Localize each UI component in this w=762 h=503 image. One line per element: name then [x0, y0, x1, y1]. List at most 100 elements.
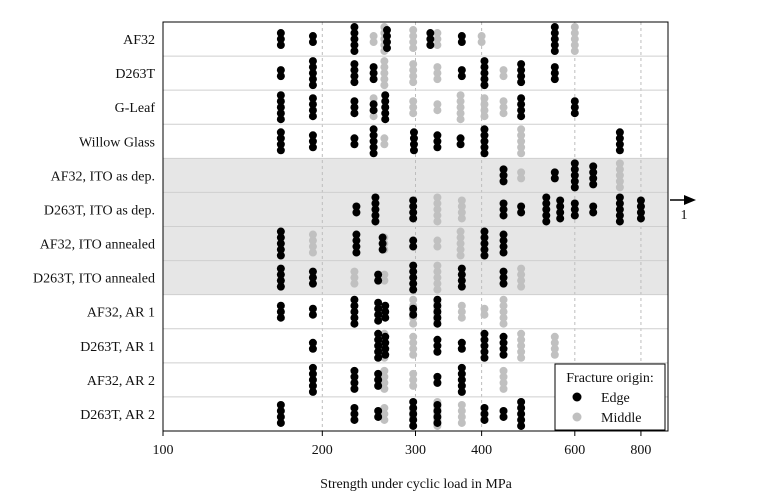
data-point-edge	[457, 338, 466, 347]
data-point-middle	[433, 211, 442, 220]
data-point-middle	[517, 131, 526, 140]
data-point-middle	[433, 75, 442, 84]
data-point-edge	[350, 109, 359, 118]
data-point-middle	[380, 384, 389, 393]
legend-edge-label: Edge	[601, 391, 630, 406]
data-point-middle	[380, 276, 389, 285]
data-point-edge	[480, 245, 489, 254]
data-point-edge	[480, 239, 489, 248]
x-tick-label: 400	[471, 443, 492, 458]
data-point-edge	[499, 205, 508, 214]
category-label: D263T, ITO annealed	[33, 272, 155, 287]
data-point-middle	[380, 75, 389, 84]
data-point-edge	[308, 273, 317, 282]
data-point-middle	[615, 159, 624, 168]
data-point-edge	[570, 97, 579, 106]
data-point-middle	[480, 310, 489, 319]
data-point-edge	[276, 276, 285, 285]
data-point-edge	[276, 307, 285, 316]
data-point-edge	[276, 227, 285, 236]
data-point-edge	[381, 332, 390, 341]
data-point-edge	[615, 217, 624, 226]
data-point-edge	[433, 347, 442, 356]
data-point-edge	[570, 183, 579, 192]
data-point-edge	[381, 301, 390, 310]
data-point-middle	[433, 29, 442, 38]
data-point-middle	[457, 400, 466, 409]
category-label: AF32, ITO as dep.	[51, 169, 155, 184]
data-point-edge	[457, 38, 466, 47]
data-point-middle	[499, 372, 508, 381]
data-point-edge	[382, 32, 391, 41]
data-point-edge	[350, 47, 359, 56]
data-point-middle	[517, 329, 526, 338]
data-point-edge	[517, 100, 526, 109]
data-point-edge	[615, 211, 624, 220]
data-point-edge	[276, 109, 285, 118]
data-point-edge	[550, 75, 559, 84]
data-point-edge	[350, 134, 359, 143]
data-point-edge	[381, 313, 390, 322]
data-point-edge	[542, 199, 551, 208]
data-point-middle	[499, 313, 508, 322]
data-point-edge	[374, 298, 383, 307]
data-point-edge	[426, 29, 435, 38]
data-point-edge	[308, 137, 317, 146]
category-label: G-Leaf	[115, 101, 156, 116]
data-point-edge	[517, 202, 526, 211]
data-point-middle	[480, 304, 489, 313]
data-point-edge	[276, 134, 285, 143]
data-point-edge	[499, 273, 508, 282]
data-point-edge	[556, 202, 565, 211]
data-point-edge	[369, 131, 378, 140]
data-point-edge	[308, 279, 317, 288]
data-point-edge	[480, 75, 489, 84]
data-point-middle	[380, 81, 389, 90]
data-point-middle	[308, 236, 317, 245]
data-point-edge	[517, 66, 526, 75]
data-point-edge	[276, 313, 285, 322]
data-point-edge	[499, 177, 508, 186]
data-point-middle	[457, 214, 466, 223]
data-point-middle	[409, 72, 418, 81]
data-point-edge	[352, 202, 361, 211]
data-point-edge	[550, 174, 559, 183]
category-label: D263T	[115, 67, 155, 82]
data-point-edge	[550, 23, 559, 32]
data-point-edge	[499, 165, 508, 174]
data-point-edge	[433, 418, 442, 427]
data-point-edge	[556, 196, 565, 205]
data-point-edge	[433, 143, 442, 152]
data-point-edge	[426, 35, 435, 44]
x-tick-label: 300	[405, 443, 426, 458]
data-point-edge	[409, 267, 418, 276]
data-point-edge	[352, 248, 361, 257]
data-point-middle	[409, 78, 418, 87]
data-point-edge	[517, 421, 526, 430]
data-point-edge	[433, 319, 442, 328]
data-point-middle	[380, 57, 389, 66]
data-point-edge	[378, 233, 387, 242]
data-point-edge	[499, 338, 508, 347]
data-point-edge	[517, 397, 526, 406]
data-point-edge	[570, 199, 579, 208]
data-point-middle	[480, 94, 489, 103]
legend-edge-marker	[572, 392, 582, 402]
data-point-edge	[409, 403, 418, 412]
data-point-edge	[374, 347, 383, 356]
data-point-edge	[517, 409, 526, 418]
data-point-edge	[308, 375, 317, 384]
data-point-edge	[480, 63, 489, 72]
data-point-middle	[550, 350, 559, 359]
data-point-edge	[350, 301, 359, 310]
data-point-edge	[589, 208, 598, 217]
data-point-edge	[550, 47, 559, 56]
data-point-middle	[433, 261, 442, 270]
data-point-edge	[433, 301, 442, 310]
data-point-edge	[308, 94, 317, 103]
data-point-middle	[433, 63, 442, 72]
data-point-middle	[308, 242, 317, 251]
data-point-middle	[369, 38, 378, 47]
data-point-edge	[480, 353, 489, 362]
data-point-edge	[433, 137, 442, 146]
